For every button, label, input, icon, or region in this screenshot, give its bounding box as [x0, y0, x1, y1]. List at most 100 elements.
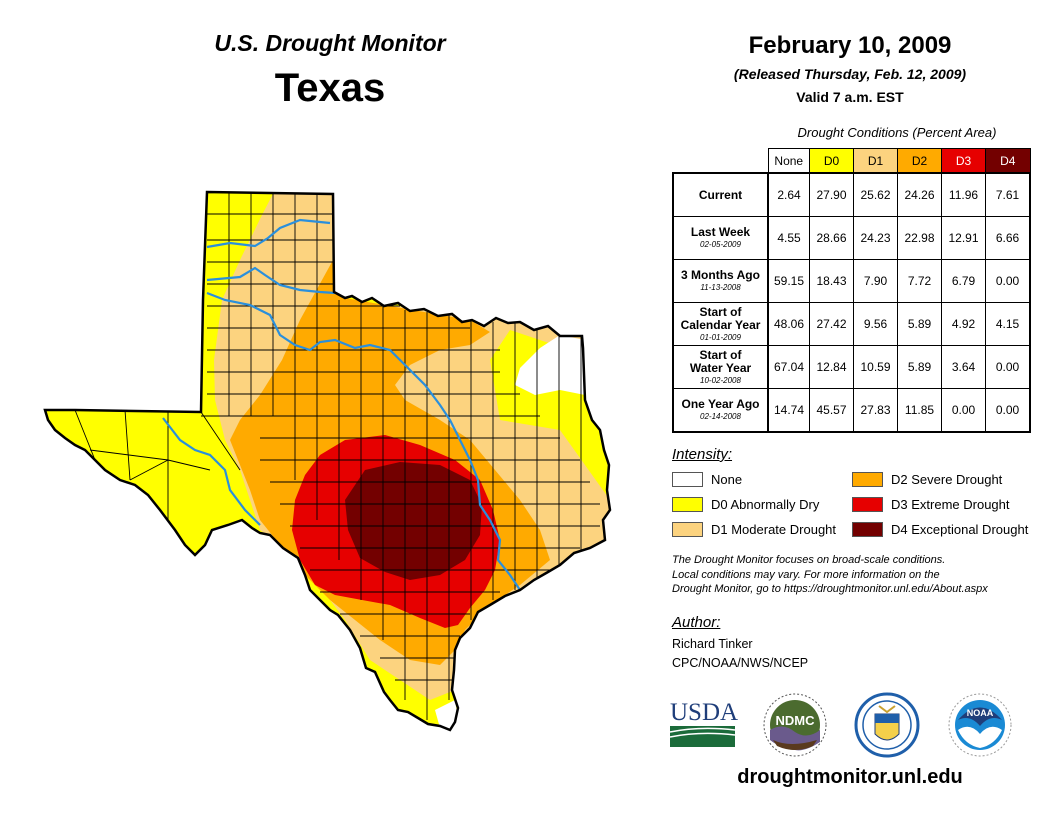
legend-swatch	[852, 521, 883, 537]
legend-label: D3 Extreme Drought	[891, 496, 1010, 512]
website-link[interactable]: droughtmonitor.unl.edu	[737, 766, 963, 788]
legend-swatch	[672, 471, 703, 487]
value-cell-d0: 27.90	[809, 172, 854, 217]
row-date: 11-13-2008	[700, 283, 741, 292]
row-label-text-2: Water Year	[689, 360, 752, 375]
table-row: Last Week 02-05-2009 4.55 28.66 24.23 22.98 12…	[672, 216, 1031, 260]
row-date: 02-14-2008	[700, 412, 741, 421]
value-cell-d1: 7.90	[853, 259, 898, 303]
row-label: Current	[672, 172, 769, 217]
value-cell-none: 48.06	[767, 302, 810, 346]
value-cell-d2: 5.89	[897, 345, 942, 389]
col-header-d3: D3	[941, 148, 986, 174]
col-header-d1: D1	[853, 148, 898, 174]
d4-area	[345, 462, 482, 580]
value-cell-d3: 12.91	[941, 216, 986, 260]
legend-item: D1 Moderate Drought	[672, 520, 836, 538]
legend-item: D2 Severe Drought	[852, 470, 1002, 488]
value-cell-d4: 0.00	[985, 259, 1031, 303]
row-label: Start of Water Year 10-02-2008	[672, 345, 769, 389]
none-area-east	[515, 335, 585, 395]
value-cell-d3: 11.96	[941, 172, 986, 217]
row-label-text: Start of	[699, 304, 742, 319]
table-caption: Drought Conditions (Percent Area)	[797, 125, 997, 140]
col-header-d0: D0	[809, 148, 854, 174]
legend-item: None	[672, 470, 742, 488]
note-line-3: Drought Monitor, go to https://droughtmo…	[672, 583, 988, 595]
value-cell-d3: 0.00	[941, 388, 986, 433]
value-cell-d3: 6.79	[941, 259, 986, 303]
legend-title: Intensity:	[672, 446, 733, 463]
usda-logo-text: USDA	[670, 699, 738, 726]
row-label: Last Week 02-05-2009	[672, 216, 769, 260]
county-lines	[74, 192, 600, 720]
legend-item: D4 Exceptional Drought	[852, 520, 1028, 538]
row-label-text: Last Week	[690, 225, 751, 239]
legend-swatch	[852, 471, 883, 487]
row-date: 10-02-2008	[700, 375, 741, 385]
value-cell-d2: 7.72	[897, 259, 942, 303]
state-title: Texas	[274, 66, 386, 110]
legend-item: D3 Extreme Drought	[852, 495, 1010, 513]
legend-label: D1 Moderate Drought	[711, 521, 837, 537]
legend-swatch	[672, 496, 703, 512]
value-cell-d2: 22.98	[897, 216, 942, 260]
col-header-d4: D4	[985, 148, 1031, 174]
value-cell-d2: 24.26	[897, 172, 942, 217]
row-label-text-2: Calendar Year	[680, 317, 761, 332]
row-label-text: Start of	[699, 347, 742, 362]
texas-drought-map	[43, 190, 612, 732]
value-cell-d4: 0.00	[985, 345, 1031, 389]
value-cell-d2: 11.85	[897, 388, 942, 433]
row-label-text: 3 Months Ago	[681, 268, 760, 282]
value-cell-d0: 18.43	[809, 259, 854, 303]
value-cell-d1: 24.23	[853, 216, 898, 260]
disclaimer-note: The Drought Monitor focuses on broad-sca…	[672, 553, 1052, 597]
table-body: Current 2.64 27.90 25.62 24.26 11.96 7.61 Last …	[672, 172, 1031, 433]
value-cell-d0: 45.57	[809, 388, 854, 433]
value-cell-d0: 28.66	[809, 216, 854, 260]
value-cell-d0: 27.42	[809, 302, 854, 346]
author-title: Author:	[672, 614, 721, 631]
legend-swatch	[672, 521, 703, 537]
table-row: One Year Ago 02-14-2008 14.74 45.57 27.83 11.…	[672, 388, 1031, 433]
value-cell-d1: 25.62	[853, 172, 898, 217]
author-org: CPC/NOAA/NWS/NCEP	[672, 656, 809, 670]
table-row: Start of Water Year 10-02-2008 67.04 12.84 10…	[672, 345, 1031, 389]
row-label-text: One Year Ago	[681, 397, 760, 411]
table-row: 3 Months Ago 11-13-2008 59.15 18.43 7.90 7.72…	[672, 259, 1031, 303]
value-cell-none: 59.15	[767, 259, 810, 303]
legend-label: D0 Abnormally Dry	[711, 496, 820, 512]
value-cell-d4: 4.15	[985, 302, 1031, 346]
value-cell-d3: 3.64	[941, 345, 986, 389]
col-header-d2: D2	[897, 148, 942, 174]
rivers	[162, 218, 521, 591]
author-name: Richard Tinker	[672, 637, 753, 651]
row-label: One Year Ago 02-14-2008	[672, 388, 769, 433]
value-cell-d3: 4.92	[941, 302, 986, 346]
value-cell-d4: 7.61	[985, 172, 1031, 217]
row-date: 01-01-2009	[700, 332, 741, 342]
value-cell-d4: 0.00	[985, 388, 1031, 433]
ndmc-logo-text: NDMC	[776, 713, 816, 728]
legend-label: D2 Severe Drought	[891, 471, 1003, 487]
ndmc-logo: NDMC	[763, 693, 827, 757]
value-cell-none: 2.64	[767, 172, 810, 217]
row-label: 3 Months Ago 11-13-2008	[672, 259, 769, 303]
table-row: Current 2.64 27.90 25.62 24.26 11.96 7.61	[672, 172, 1031, 217]
table-row: Start of Calendar Year 01-01-2009 48.06 27.4…	[672, 302, 1031, 346]
value-cell-d2: 5.89	[897, 302, 942, 346]
monitor-title: U.S. Drought Monitor	[214, 30, 446, 56]
row-label-text: Current	[698, 187, 743, 202]
legend-label: None	[711, 471, 743, 487]
note-line-2: Local conditions may vary. For more info…	[672, 568, 940, 581]
note-line-1: The Drought Monitor focuses on broad-sca…	[672, 554, 946, 566]
legend-label: D4 Exceptional Drought	[891, 521, 1029, 537]
map-date: February 10, 2009	[748, 32, 952, 59]
value-cell-d1: 27.83	[853, 388, 898, 433]
valid-time: Valid 7 a.m. EST	[796, 89, 904, 105]
value-cell-none: 14.74	[767, 388, 810, 433]
usda-logo: USDA	[669, 699, 738, 747]
row-date: 02-05-2009	[700, 240, 741, 249]
table-corner	[673, 149, 768, 174]
